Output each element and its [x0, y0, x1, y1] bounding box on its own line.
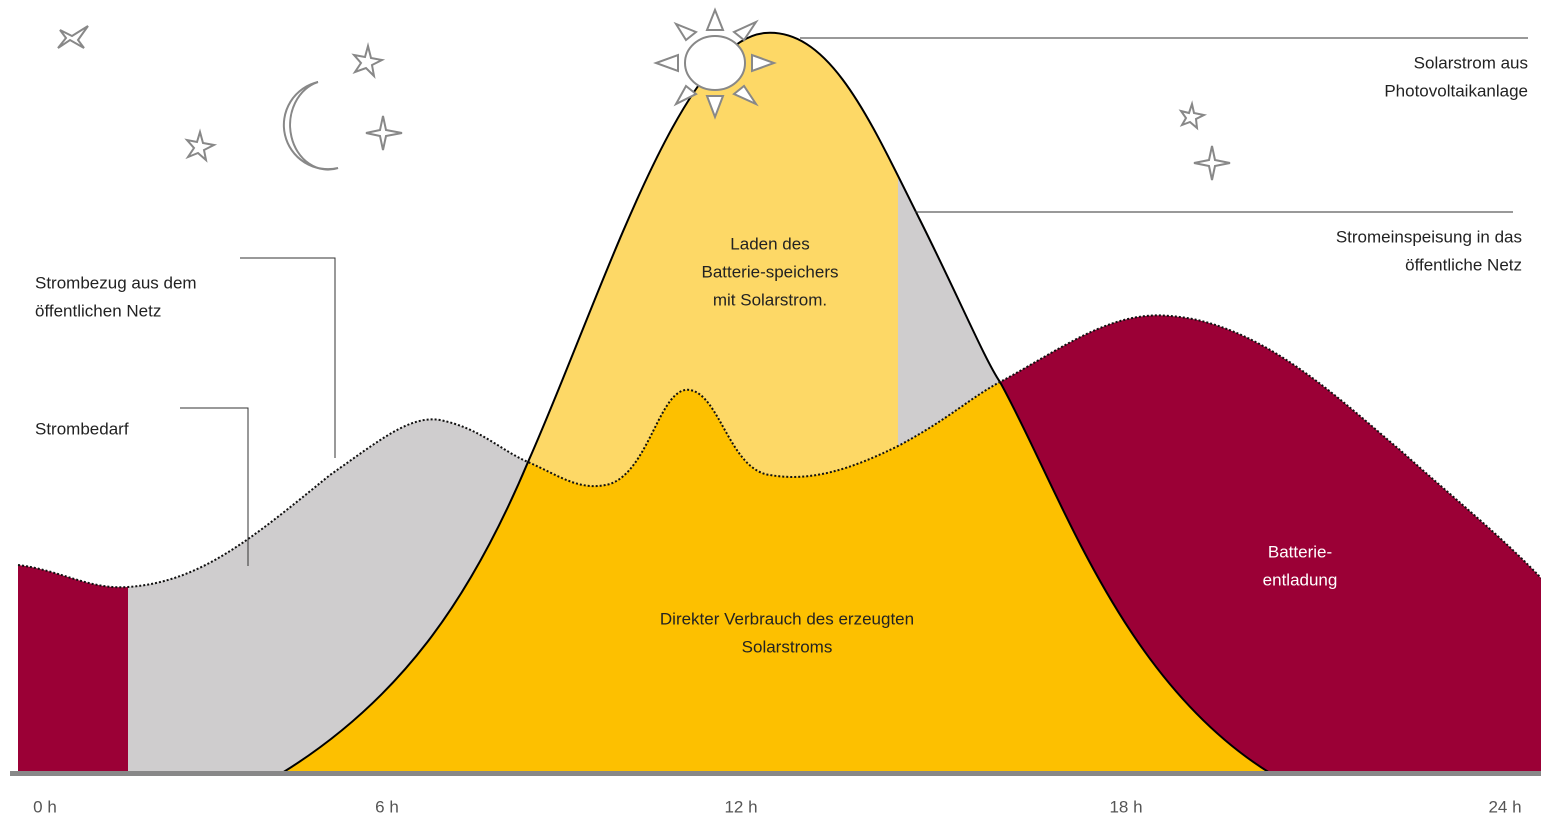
baseline	[10, 771, 1541, 776]
moon	[282, 81, 339, 171]
solar-curve	[281, 31, 1271, 774]
label-text: Stromeinspeisung in das	[1336, 227, 1522, 246]
demand-curve	[17, 314, 1541, 589]
label-text: Solarstroms	[742, 637, 833, 656]
areas	[18, 32, 1541, 773]
label-text: Strombezug aus dem	[35, 273, 197, 292]
label-text: Strombedarf	[35, 419, 129, 438]
decorations	[57, 7, 1231, 181]
label-text: entladung	[1263, 570, 1338, 589]
sun	[684, 35, 746, 91]
leader-lines	[180, 37, 1528, 566]
leader-line	[240, 257, 336, 458]
label-text: Batterie-speichers	[701, 262, 838, 281]
label-text: mit Solarstrom.	[713, 290, 827, 309]
stars	[57, 25, 1231, 181]
time-label: 18 h	[1109, 797, 1142, 816]
time-label: 24 h	[1488, 797, 1521, 816]
label-text: öffentliche Netz	[1405, 255, 1522, 274]
label-text: Photovoltaikanlage	[1384, 81, 1528, 100]
time-label: 12 h	[724, 797, 757, 816]
time-axis: 0 h 6 h 12 h 18 h 24 h	[33, 797, 1521, 816]
leader-line	[180, 407, 249, 566]
labels: Solarstrom aus Photovoltaikanlage Stromein…	[35, 53, 1528, 656]
label-text: Solarstrom aus	[1414, 53, 1528, 72]
time-label: 0 h	[33, 797, 57, 816]
sun-rays	[653, 7, 777, 120]
label-text: Batterie-	[1268, 542, 1332, 561]
label-text: öffentlichen Netz	[35, 301, 161, 320]
label-text: Laden des	[730, 234, 809, 253]
time-label: 6 h	[375, 797, 399, 816]
label-text: Direkter Verbrauch des erzeugten	[660, 609, 914, 628]
